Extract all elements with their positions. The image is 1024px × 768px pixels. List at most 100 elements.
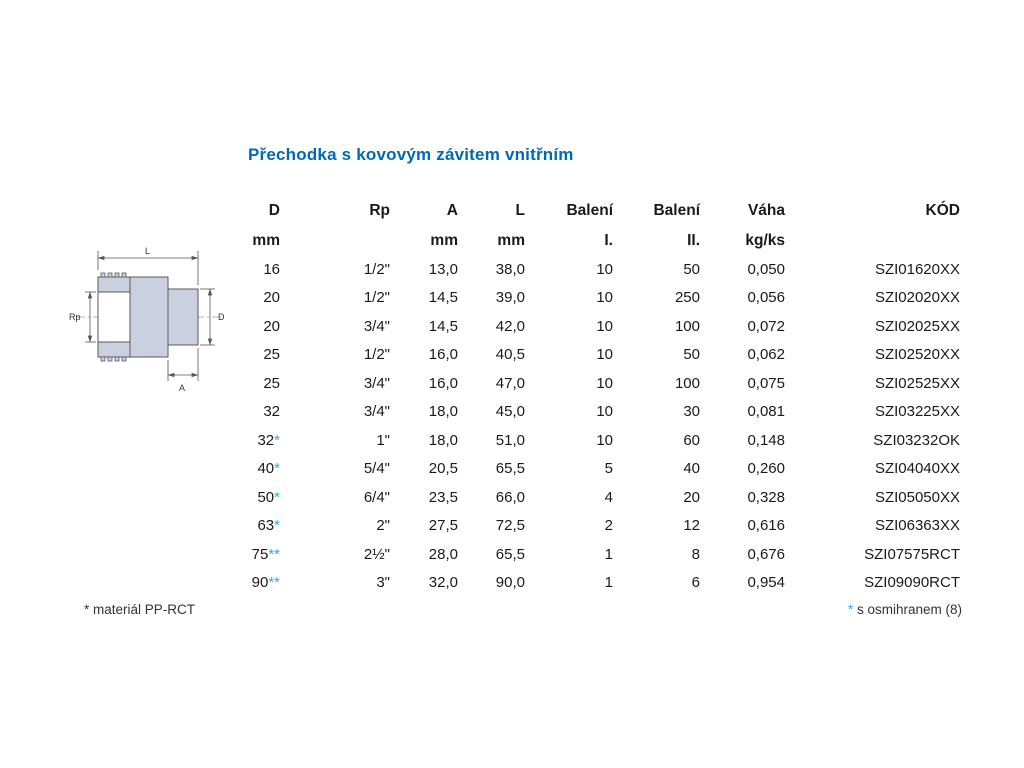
cell-baleni-2: 30 [683,403,700,421]
cell-baleni-2: 6 [691,574,700,592]
header-rp: Rp [369,202,390,219]
cell-kod: SZI02525XX [874,374,960,392]
cell-d: 25 [263,374,280,392]
star-marker: * [274,431,280,449]
header-vaha: Váha [747,202,785,219]
cell-a: 23,5 [428,488,458,506]
table-row: 90** 3" 32,0 90,0 1 6 0,954 SZI09090RCT [208,569,960,598]
cell-baleni-1: 10 [596,317,613,335]
fitting-spigot [167,288,199,346]
cell-kod: SZI07575RCT [864,545,960,563]
unit-a: mm [430,231,458,249]
cell-vaha: 0,075 [747,374,785,392]
cell-vaha: 0,062 [747,346,785,364]
unit-l: mm [497,231,525,249]
cell-baleni-1: 4 [604,488,613,506]
cell-l: 66,0 [495,488,525,506]
cell-d: 75** [251,545,280,563]
cell-l: 39,0 [495,289,525,307]
cell-a: 16,0 [428,374,458,392]
table-row: 16 1/2" 13,0 38,0 10 50 0,050 SZI01620XX [208,255,960,284]
cell-rp: 2½" [363,545,390,563]
cell-kod: SZI03225XX [874,403,960,421]
cell-l: 65,5 [495,545,525,563]
cell-rp: 1/2" [363,346,390,364]
cell-rp: 1/2" [363,289,390,307]
dim-label-length: L [145,246,150,256]
cell-vaha: 0,081 [747,403,785,421]
cell-vaha: 0,148 [747,431,785,449]
star-marker: ** [268,574,280,592]
cell-l: 90,0 [495,574,525,592]
cell-kod: SZI02020XX [874,289,960,307]
table-row: 32* 1" 18,0 51,0 10 60 0,148 SZI03232OK [208,426,960,455]
cell-a: 32,0 [428,574,458,592]
cell-baleni-1: 10 [596,431,613,449]
cell-rp: 3/4" [363,374,390,392]
cell-baleni-1: 10 [596,289,613,307]
cell-l: 40,5 [495,346,525,364]
footnote-material: * materiál PP-RCT [84,602,196,617]
cell-kod: SZI06363XX [874,517,960,535]
cell-a: 16,0 [428,346,458,364]
cell-vaha: 0,056 [747,289,785,307]
cell-l: 65,5 [495,460,525,478]
cell-d: 20 [263,289,280,307]
cell-baleni-2: 20 [683,488,700,506]
unit-baleni-2: II. [687,231,700,249]
cell-vaha: 0,050 [747,260,785,278]
table-row: 25 3/4" 16,0 47,0 10 100 0,075 SZI02525XX [208,369,960,398]
star-marker: * [274,488,280,506]
cell-d: 20 [263,317,280,335]
cell-baleni-1: 5 [604,460,613,478]
cell-kod: SZI02025XX [874,317,960,335]
cell-baleni-2: 40 [683,460,700,478]
unit-vaha: kg/ks [745,231,785,249]
cell-baleni-1: 2 [604,517,613,535]
table-row: 25 1/2" 16,0 40,5 10 50 0,062 SZI02520XX [208,341,960,370]
cell-kod: SZI01620XX [874,260,960,278]
spec-table-body: 1 6 1/2" 13,0 38,0 10 50 0,050 SZI01620XX 20 1/2" 1… [208,255,960,597]
star-marker: ** [268,545,280,563]
cell-rp: 5/4" [363,460,390,478]
cell-l: 38,0 [495,260,525,278]
cell-a: 13,0 [428,260,458,278]
cell-d: 63* [257,517,280,535]
cell-rp: 1/2" [363,260,390,278]
cell-a: 18,0 [428,403,458,421]
cell-baleni-1: 1 [604,545,613,563]
cell-baleni-2: 60 [683,431,700,449]
header-l: L [515,202,525,219]
cell-rp: 3" [376,574,390,592]
header-baleni-1: Balení [566,202,613,219]
table-row: 32 3/4" 18,0 45,0 10 30 0,081 SZI03225XX [208,398,960,427]
cell-baleni-2: 250 [674,289,700,307]
cell-d: 50* [257,488,280,506]
unit-kod [785,226,960,255]
fitting-technical-drawing: L Rp D A [68,244,233,396]
cell-l: 47,0 [495,374,525,392]
cell-baleni-2: 50 [683,260,700,278]
cell-baleni-2: 100 [674,374,700,392]
cell-kod: SZI04040XX [874,460,960,478]
cell-rp: 2" [376,517,390,535]
table-header-row: D Rp A L Balení Balení Váha KÓD [208,196,960,226]
unit-rp [280,226,390,255]
footnote-star-marker: * [847,602,854,617]
header-d: D [268,202,280,219]
table-row: 20 3/4" 14,5 42,0 10 100 0,072 SZI02025XX [208,312,960,341]
cell-a: 27,5 [428,517,458,535]
cell-d: 90** [251,574,280,592]
fitting-thread-bore [97,291,131,343]
cell-baleni-1: 10 [596,260,613,278]
cell-vaha: 0,260 [747,460,785,478]
cell-kod: SZI02520XX [874,346,960,364]
header-kod: KÓD [925,202,960,219]
cell-baleni-2: 100 [674,317,700,335]
spec-table: D Rp A L Balení Balení Váha KÓD mm mm mm… [208,196,960,597]
cell-rp: 3/4" [363,317,390,335]
cell-baleni-1: 10 [596,403,613,421]
cell-a: 18,0 [428,431,458,449]
dimension-Rp [85,291,96,343]
cell-d: 40* [257,460,280,478]
